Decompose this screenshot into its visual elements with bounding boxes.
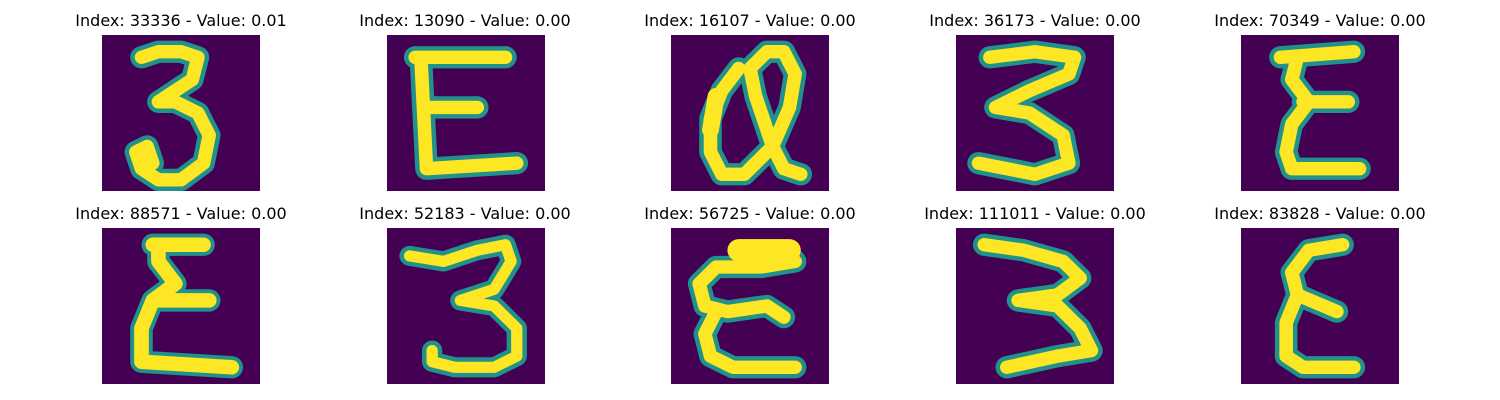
panel-title: Index: 13090 - Value: 0.00 — [359, 11, 571, 30]
digit-image — [102, 228, 260, 384]
panel-title: Index: 83828 - Value: 0.00 — [1214, 204, 1426, 223]
digit-panel-10: Index: 83828 - Value: 0.00 — [1170, 193, 1470, 384]
panel-title: Index: 16107 - Value: 0.00 — [644, 11, 856, 30]
digit-panel-6: Index: 88571 - Value: 0.00 — [31, 193, 331, 384]
digit-image — [956, 228, 1114, 384]
digit-panel-3: Index: 16107 - Value: 0.00 — [600, 0, 900, 191]
digit-image — [102, 35, 260, 191]
digit-panel-7: Index: 52183 - Value: 0.00 — [315, 193, 615, 384]
panel-title: Index: 52183 - Value: 0.00 — [359, 204, 571, 223]
digit-image — [1241, 35, 1399, 191]
digit-image — [387, 228, 545, 384]
panel-title: Index: 88571 - Value: 0.00 — [75, 204, 287, 223]
digit-image — [671, 228, 829, 384]
digit-panel-4: Index: 36173 - Value: 0.00 — [885, 0, 1185, 191]
digit-image — [1241, 228, 1399, 384]
panel-title: Index: 33336 - Value: 0.01 — [75, 11, 287, 30]
digit-image — [387, 35, 545, 191]
digit-image — [956, 35, 1114, 191]
digit-panel-9: Index: 111011 - Value: 0.00 — [885, 193, 1185, 384]
panel-title: Index: 111011 - Value: 0.00 — [924, 204, 1146, 223]
digit-panel-1: Index: 33336 - Value: 0.01 — [31, 0, 331, 191]
digit-panel-5: Index: 70349 - Value: 0.00 — [1170, 0, 1470, 191]
digit-panel-8: Index: 56725 - Value: 0.00 — [600, 193, 900, 384]
panel-title: Index: 56725 - Value: 0.00 — [644, 204, 856, 223]
panel-title: Index: 36173 - Value: 0.00 — [929, 11, 1141, 30]
digit-panel-2: Index: 13090 - Value: 0.00 — [315, 0, 615, 191]
panel-title: Index: 70349 - Value: 0.00 — [1214, 11, 1426, 30]
digit-image — [671, 35, 829, 191]
